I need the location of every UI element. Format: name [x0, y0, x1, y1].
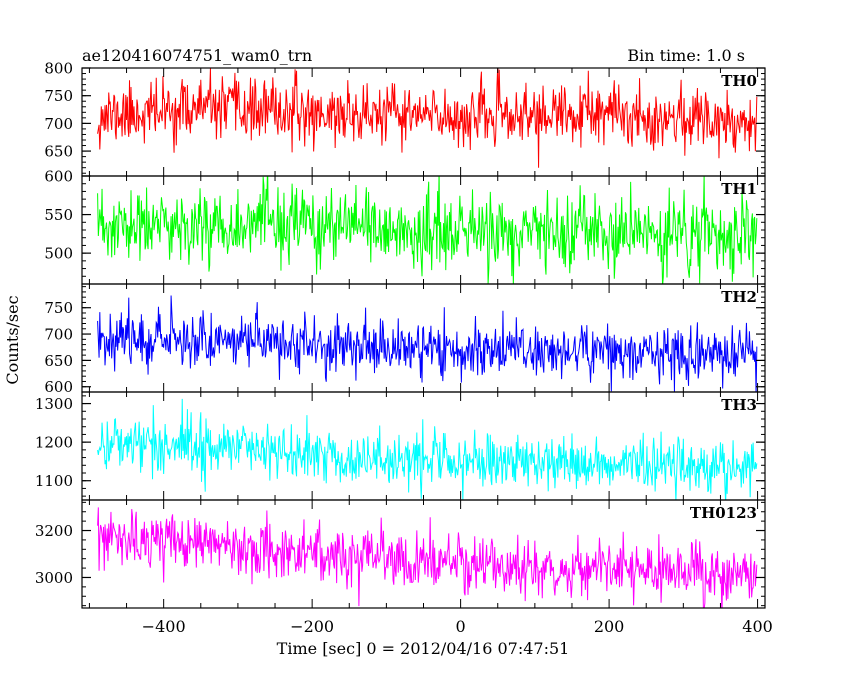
panel-label: TH2: [721, 288, 757, 306]
y-tick-label: 700: [44, 115, 73, 133]
series-th2: [97, 295, 758, 392]
y-tick-label: 550: [44, 206, 73, 224]
series-th3: [97, 398, 758, 500]
y-tick-label: 1200: [35, 434, 73, 452]
series-th1: [97, 176, 758, 284]
panel-label: TH3: [721, 396, 757, 414]
series-th0: [97, 68, 758, 168]
x-tick-label: −200: [290, 617, 334, 636]
panel-frame: [81, 67, 766, 177]
y-tick-label: 3200: [35, 522, 73, 540]
x-tick-label: 0: [456, 617, 466, 636]
y-tick-label: 800: [44, 60, 73, 78]
series-th0123: [97, 507, 758, 608]
y-tick-label: 600: [44, 168, 73, 186]
panel-th0123: 3000 3200 TH0123: [35, 499, 766, 609]
y-tick-label: 500: [44, 245, 73, 263]
x-tick-labels: −400 −200 0 200 400: [142, 617, 773, 636]
x-tick-label: −400: [142, 617, 186, 636]
chart-title: ae120416074751_wam0_trn: [82, 46, 312, 65]
panel-th3: 1100 1200 1300 TH3: [35, 391, 766, 501]
panel-th1: 500 550 600 TH1: [44, 168, 766, 285]
y-axis-label: Counts/sec: [3, 295, 22, 384]
y-tick-label: 700: [44, 326, 73, 344]
panel-th0: 650 700 750 800 TH0: [44, 60, 766, 177]
x-tick-label: 200: [594, 617, 625, 636]
y-tick-label: 650: [44, 352, 73, 370]
y-tick-label: 1100: [35, 472, 73, 490]
y-tick-label: 750: [44, 87, 73, 105]
y-tick-label: 1300: [35, 395, 73, 413]
y-tick-label: 3000: [35, 569, 73, 587]
bin-time-label: Bin time: 1.0 s: [627, 46, 745, 65]
y-tick-label: 600: [44, 378, 73, 396]
x-axis-label: Time [sec] 0 = 2012/04/16 07:47:51: [277, 639, 570, 658]
panel-label: TH0: [721, 72, 757, 90]
panel-label: TH1: [721, 180, 757, 198]
y-tick-label: 650: [44, 143, 73, 161]
panel-th2: 600 650 700 750 TH2: [44, 283, 766, 396]
panel-label: TH0123: [690, 504, 757, 522]
y-tick-label: 750: [44, 299, 73, 317]
panels-layer: 650 700 750 800 TH0 500 550 600 TH1 600 650 700 750 T…: [35, 60, 766, 609]
x-tick-label: 400: [742, 617, 773, 636]
